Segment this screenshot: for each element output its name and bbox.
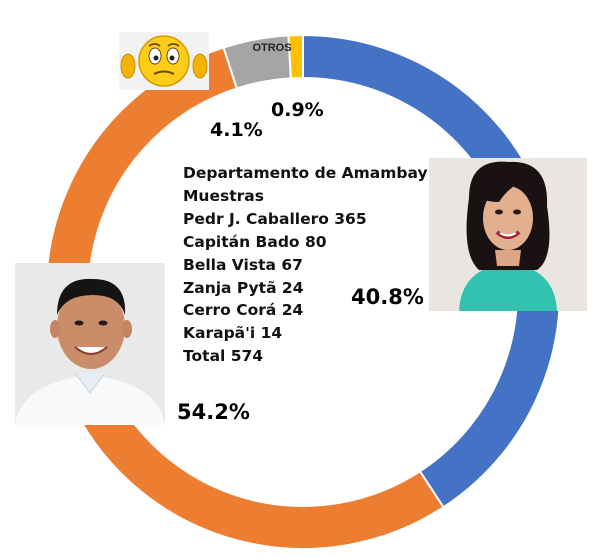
sample-line: Capitán Bado 80 <box>183 232 327 251</box>
otros-slice-label: OTROS <box>252 42 292 54</box>
sample-line: Zanja Pytã 24 <box>183 278 304 297</box>
donut-slice-orange <box>45 46 445 550</box>
data-label-blue: 40.8% <box>351 285 424 309</box>
data-label-gray: 4.1% <box>210 119 263 141</box>
data-label-orange: 54.2% <box>177 400 250 424</box>
candidate-woman-photo <box>429 158 587 311</box>
sample-line: Karapã'i 14 <box>183 324 283 343</box>
sample-line: Cerro Corá 24 <box>183 301 304 320</box>
data-label-yellow: 0.9% <box>271 99 324 121</box>
sample-line: Pedr J. Caballero 365 <box>183 209 367 228</box>
sample-line: Muestras <box>183 186 264 205</box>
sample-line: Departamento de Amambay <box>183 164 428 182</box>
sample-line: Total 574 <box>183 347 264 366</box>
sample-line: Bella Vista 67 <box>183 255 303 274</box>
thinking-emoji-icon <box>119 32 209 90</box>
candidate-man-photo <box>15 263 165 425</box>
sample-info: Departamento de Amambay Muestras Pedr J.… <box>183 162 428 368</box>
donut-slice-yellow <box>287 33 304 80</box>
